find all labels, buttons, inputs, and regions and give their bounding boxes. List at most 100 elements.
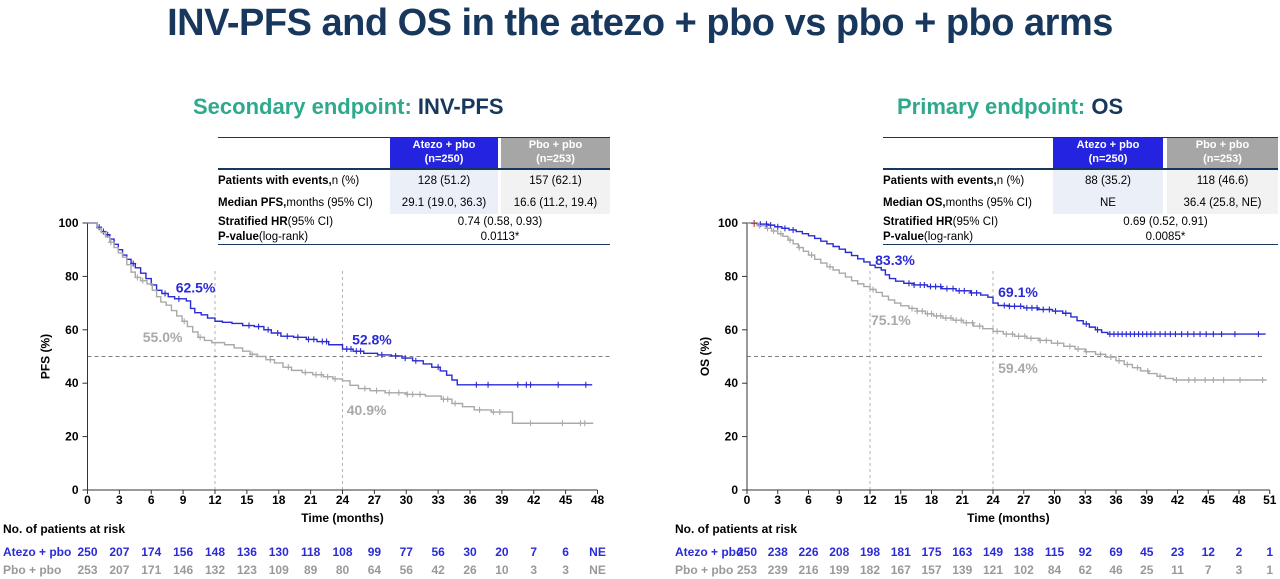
censor-tick (285, 364, 292, 371)
row-label-rest: n (%) (331, 175, 360, 187)
at-risk-value: 175 (921, 545, 941, 559)
row-label-bold: Patients with events, (218, 175, 332, 187)
col-gap (1163, 138, 1167, 168)
row-label-hr: Stratified HR (95% CI) (218, 214, 390, 229)
censor-tick (1134, 364, 1141, 371)
censor-tick (514, 381, 521, 388)
censor-tick (1178, 331, 1185, 338)
at-risk-value: 167 (891, 563, 911, 577)
x-tick-label: 9 (180, 493, 187, 507)
censor-tick (1094, 326, 1101, 333)
censor-tick (756, 222, 763, 229)
at-risk-value: 108 (332, 545, 352, 559)
at-risk-value: 226 (798, 545, 818, 559)
col-header-line2: (n=253) (536, 153, 575, 165)
censor-tick (490, 409, 497, 416)
endpoint-heading-os: Primary endpoint: OS (897, 94, 1123, 120)
col-gap (498, 192, 501, 214)
censor-tick (911, 281, 918, 288)
y-tick-label: 0 (731, 483, 738, 497)
at-risk-value: 56 (431, 545, 445, 559)
x-tick-label: 18 (925, 493, 939, 507)
at-risk-value: 149 (983, 545, 1003, 559)
row-label-hr: Stratified HR (95% CI) (883, 214, 1053, 229)
x-tick-label: 21 (956, 493, 970, 507)
at-risk-value: 30 (463, 545, 477, 559)
table-bottom-rule (218, 244, 610, 245)
x-tick-label: 9 (836, 493, 843, 507)
landmark-rate-label: 75.1% (871, 312, 911, 328)
endpoint-heading-pfs: Secondary endpoint: INV-PFS (193, 94, 504, 120)
table-col-header-pbo: Pbo + pbo (n=253) (501, 138, 610, 168)
x-tick-label: 48 (1232, 493, 1246, 507)
at-risk-value: 198 (860, 545, 880, 559)
censor-tick (323, 338, 330, 345)
at-risk-value: 253 (737, 563, 757, 577)
censor-tick (763, 221, 770, 228)
censor-tick (905, 280, 912, 287)
censor-tick (305, 336, 312, 343)
censor-tick (774, 223, 781, 230)
censor-tick (294, 334, 301, 341)
censor-tick (134, 274, 141, 281)
row-label-bold: P-value (218, 230, 259, 243)
censor-tick (476, 406, 483, 413)
x-axis-title: Time (months) (301, 511, 383, 525)
censor-tick (1255, 331, 1262, 338)
censor-tick (787, 237, 794, 244)
x-tick-label: 36 (463, 493, 477, 507)
x-tick-label: 3 (116, 493, 123, 507)
table-bottom-rule (883, 244, 1278, 245)
censor-tick (1043, 337, 1050, 344)
censor-tick (921, 281, 928, 288)
at-risk-value: 1 (1266, 563, 1273, 577)
at-risk-value: 25 (1140, 563, 1154, 577)
y-tick-label: 40 (725, 376, 739, 390)
at-risk-value: 26 (463, 563, 477, 577)
at-risk-value: 80 (336, 563, 350, 577)
col-header-line2: (n=250) (424, 153, 464, 165)
row-label-rest: months (95% CI) (945, 197, 1032, 209)
col-header-line1: Atezo + pbo (412, 139, 476, 152)
censor-tick (302, 369, 309, 376)
table-col-header-atezo: Atezo + pbo (n=250) (1053, 138, 1163, 168)
censor-tick (409, 391, 416, 398)
censor-tick (1172, 331, 1179, 338)
x-tick-label: 45 (559, 493, 573, 507)
y-tick-label: 60 (725, 323, 739, 337)
at-risk-value: NE (589, 545, 606, 559)
landmark-rate-label: 59.4% (998, 360, 1038, 376)
censor-tick (324, 373, 331, 380)
y-tick-label: 60 (65, 323, 79, 337)
at-risk-value: 123 (237, 563, 257, 577)
censor-tick (559, 420, 566, 427)
x-tick-label: 45 (1202, 493, 1216, 507)
at-risk-heading: No. of patients at risk (675, 522, 797, 536)
censor-tick (452, 400, 459, 407)
at-risk-value: 10 (495, 563, 509, 577)
censor-tick (1023, 304, 1030, 311)
col-header-line1: Pbo + pbo (528, 139, 583, 152)
median-pbo-value: 16.6 (11.2, 19.4) (501, 192, 610, 214)
at-risk-value: 7 (530, 545, 537, 559)
table-header-rule (218, 168, 610, 170)
censor-tick (1054, 340, 1061, 347)
x-tick-label: 42 (1171, 493, 1185, 507)
y-tick-label: 100 (58, 216, 78, 230)
censor-tick (1046, 306, 1053, 313)
censor-tick (947, 315, 954, 322)
censor-tick (1011, 303, 1018, 310)
censor-tick (581, 420, 588, 427)
censor-tick (1157, 373, 1164, 380)
censor-tick (162, 290, 169, 297)
at-risk-value: 69 (1109, 545, 1123, 559)
censor-tick (361, 385, 368, 392)
censor-tick (1052, 308, 1059, 315)
censor-tick (1062, 310, 1069, 317)
row-label-rest: (95% CI) (952, 215, 999, 228)
x-tick-label: 3 (774, 493, 781, 507)
at-risk-value: 250 (737, 545, 757, 559)
stats-table-os: Atezo + pbo (n=250) Pbo + pbo (n=253) Pa… (883, 137, 1278, 245)
